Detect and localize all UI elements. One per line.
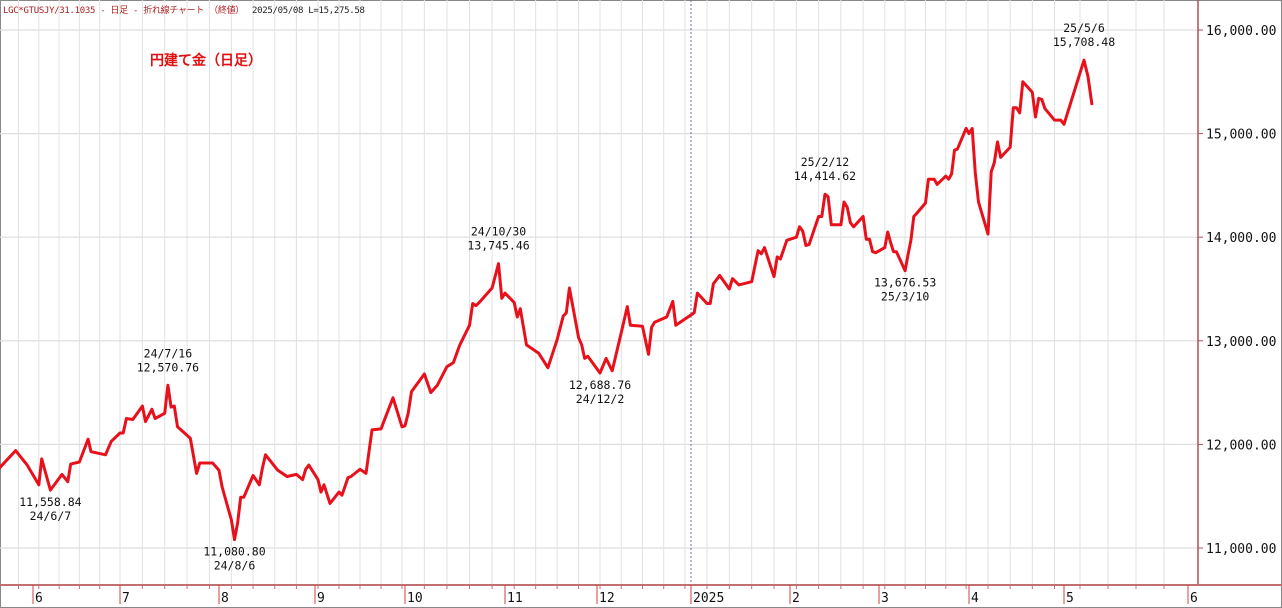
annotation-label: 24/6/7 [30, 509, 72, 523]
annotation-label: 11,080.80 [203, 545, 265, 559]
annotation-label: 24/12/2 [576, 392, 624, 406]
x-tick-label: 8 [221, 591, 229, 606]
annotation-label: 13,745.46 [467, 239, 529, 253]
y-tick-label: 15,000.00 [1206, 128, 1276, 143]
chart-header: LGC*GTUSJY/31.1035 - 日足 - 折れ線チャート （終値） 20… [3, 3, 365, 16]
annotation-label: 24/7/16 [144, 346, 193, 360]
annotation-label: 24/8/6 [214, 559, 256, 573]
annotation-label: 25/3/10 [881, 290, 930, 304]
annotation-label: 24/10/30 [471, 225, 526, 239]
x-tick-label: 3 [881, 591, 889, 606]
x-tick-label: 2 [792, 591, 800, 606]
x-tick-label: 2025 [693, 591, 724, 606]
annotation-label: 13,676.53 [874, 276, 936, 290]
annotation-label: 25/5/6 [1063, 21, 1105, 35]
x-tick-label: 10 [407, 591, 423, 606]
annotation-label: 12,570.76 [137, 360, 199, 374]
annotation-label: 12,688.76 [569, 378, 631, 392]
x-tick-label: 12 [599, 591, 615, 606]
x-tick-label: 6 [1190, 591, 1198, 606]
y-tick-label: 11,000.00 [1206, 542, 1276, 557]
x-tick-label: 7 [122, 591, 130, 606]
y-tick-label: 16,000.00 [1206, 24, 1276, 39]
x-tick-label: 11 [507, 591, 523, 606]
date-last-price: 2025/05/08 L=15,275.58 [251, 6, 365, 16]
chart-title: 円建て金（日足） [150, 53, 262, 69]
price-line [0, 58, 1094, 542]
annotation-label: 25/2/12 [801, 155, 849, 169]
x-tick-label: 6 [35, 591, 43, 606]
annotation-label: 15,708.48 [1053, 35, 1115, 49]
symbol-info: LGC*GTUSJY/31.1035 - 日足 - 折れ線チャート （終値） [3, 6, 244, 16]
y-tick-label: 12,000.00 [1206, 438, 1276, 453]
x-tick-label: 4 [971, 591, 979, 606]
y-tick-label: 14,000.00 [1206, 231, 1276, 246]
y-tick-label: 13,000.00 [1206, 335, 1276, 350]
x-tick-label: 5 [1066, 591, 1074, 606]
annotation-label: 11,558.84 [19, 495, 81, 509]
annotation-label: 14,414.62 [794, 169, 856, 183]
x-tick-label: 9 [317, 591, 325, 606]
